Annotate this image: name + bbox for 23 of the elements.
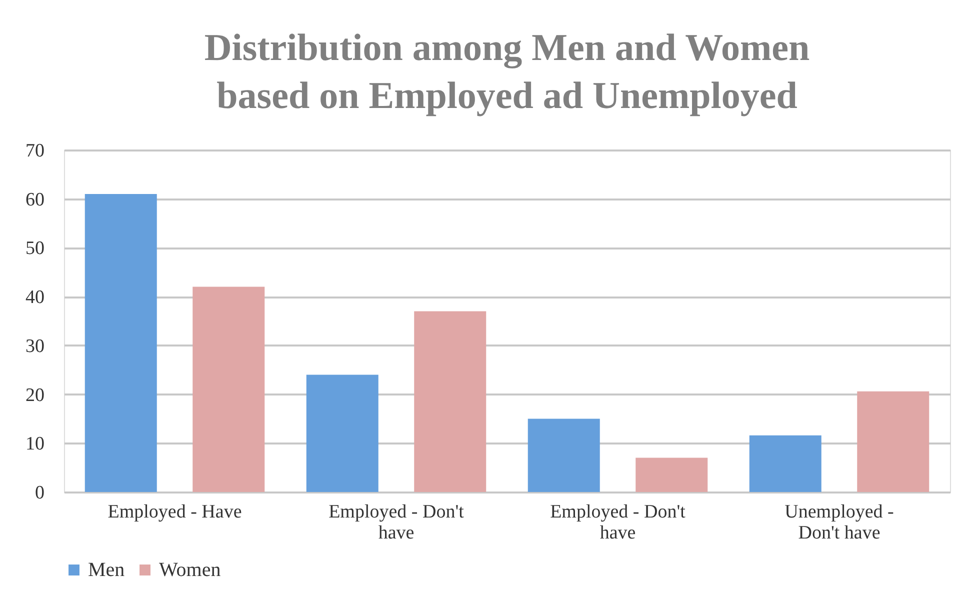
y-tick-label: 0 <box>35 482 44 504</box>
bar <box>857 391 930 492</box>
y-tick-label: 70 <box>26 140 44 162</box>
y-tick-label: 30 <box>26 336 44 357</box>
y-tick-label: 50 <box>26 238 44 260</box>
bar <box>306 374 378 492</box>
y-tick-label: 40 <box>26 287 44 308</box>
y-tick-label: 20 <box>26 384 44 406</box>
bar <box>528 418 600 492</box>
x-tick-label: Employed - Don't have <box>328 502 465 544</box>
x-tick-label: Unemployed - Don't have <box>784 502 894 544</box>
x-tick-label: Employed - Have <box>108 502 242 522</box>
x-tick-label: Employed - Don't have <box>550 502 686 544</box>
bar <box>749 435 822 492</box>
bar <box>414 311 486 492</box>
chart-title: Distribution among Men and Women based on Employed ad Unemployed <box>204 27 810 117</box>
y-tick-label: 10 <box>26 434 44 455</box>
bar <box>636 458 708 492</box>
legend-label: Men <box>88 559 125 581</box>
bar <box>192 286 265 492</box>
legend-label: Women <box>159 559 221 581</box>
y-tick-label: 60 <box>26 189 44 210</box>
bar <box>84 194 157 492</box>
